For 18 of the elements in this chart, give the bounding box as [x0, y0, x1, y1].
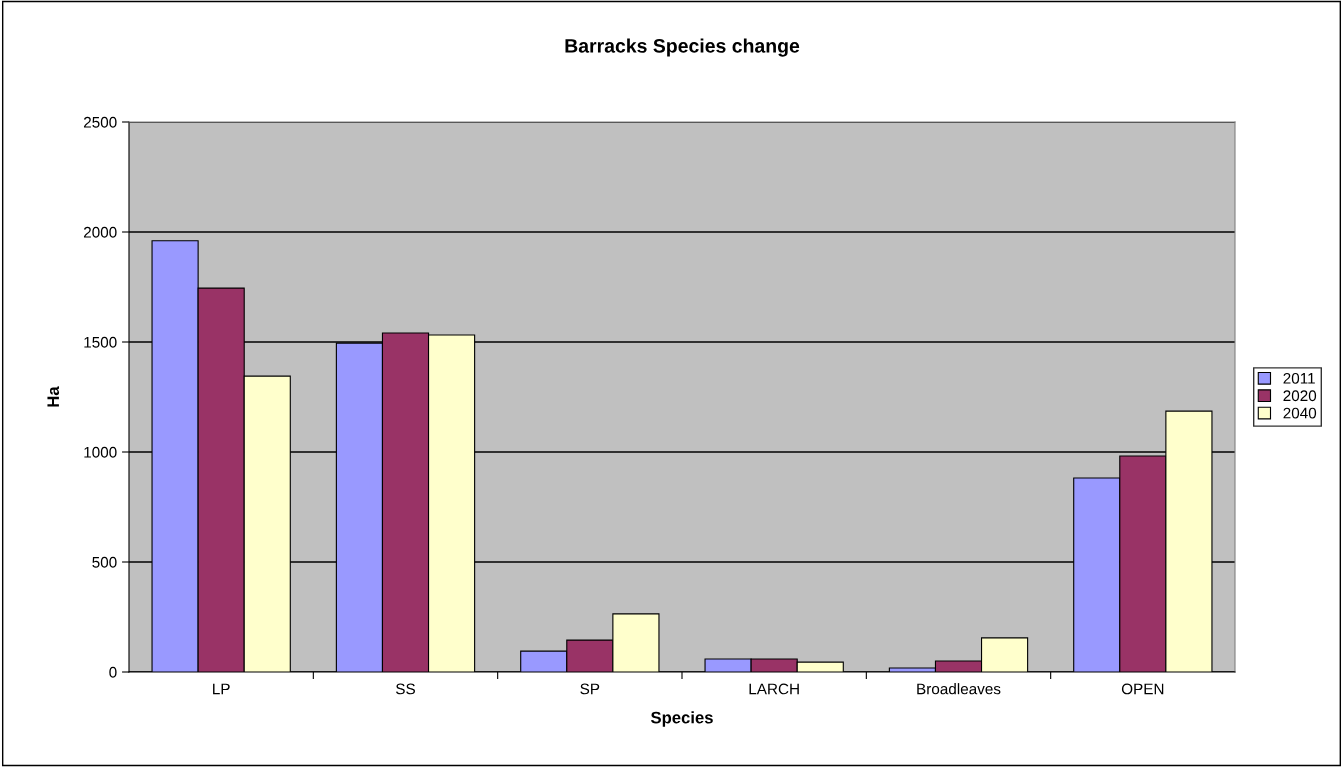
x-tick-label: OPEN — [1121, 683, 1164, 695]
x-axis-title: Species — [650, 711, 713, 727]
legend-label: 2011 — [1283, 372, 1315, 384]
x-tick-label: LP — [213, 683, 230, 695]
x-tick-label: LARCH — [749, 683, 799, 695]
y-axis-title: Ha — [47, 386, 60, 407]
chart-title: Barracks Species change — [565, 38, 800, 57]
x-tick-label: Broadleaves — [917, 683, 1001, 695]
y-tick-label: 2500 — [83, 116, 117, 128]
x-tick-label: SP — [580, 683, 600, 695]
legend-label: 2020 — [1283, 390, 1317, 402]
legend-label: 2040 — [1283, 407, 1317, 419]
y-tick-label: 1500 — [84, 336, 117, 348]
y-tick-label: 1000 — [84, 446, 117, 458]
x-tick-label: SS — [396, 683, 415, 695]
y-tick-label: 500 — [92, 556, 117, 568]
y-tick-label: 2000 — [83, 226, 117, 238]
y-tick-label: 0 — [109, 666, 117, 678]
